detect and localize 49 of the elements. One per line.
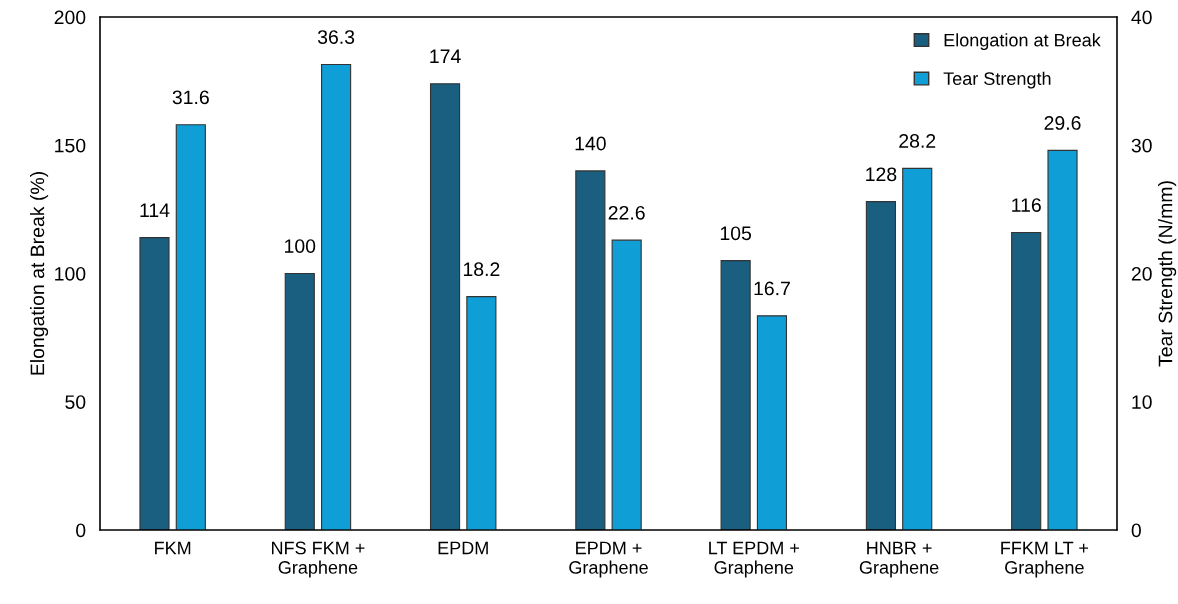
data-label: 100 bbox=[285, 239, 316, 253]
data-label: 16.7 bbox=[754, 281, 790, 296]
data-label: 128 bbox=[866, 167, 897, 182]
x-tick-label: NFS FKM + Graphene bbox=[272, 541, 365, 578]
y-axis-title: Elongation at Break (%) bbox=[29, 172, 49, 375]
bar bbox=[466, 296, 497, 530]
bar bbox=[1011, 231, 1042, 530]
y-tick-label: 200 bbox=[54, 10, 86, 25]
bar bbox=[575, 170, 606, 530]
x-tick-label: LT EPDM + Graphene bbox=[709, 541, 799, 578]
y2-axis-title: Tear Strength (N/mm) bbox=[1158, 181, 1177, 367]
bar bbox=[1047, 149, 1078, 530]
bar bbox=[175, 124, 206, 530]
y-tick-label: 100 bbox=[55, 266, 86, 281]
y-tick-label: 0 bbox=[76, 523, 86, 538]
y2-tick-label: 20 bbox=[1131, 266, 1152, 281]
legend-label: Elongation at Break bbox=[944, 33, 1101, 51]
data-label: 36.3 bbox=[317, 30, 355, 44]
data-label: 174 bbox=[430, 49, 461, 63]
bar bbox=[321, 63, 352, 530]
bar bbox=[720, 260, 751, 530]
bar bbox=[429, 83, 461, 530]
y2-tick-label: 40 bbox=[1131, 10, 1152, 25]
bar bbox=[139, 237, 170, 530]
data-label: 22.6 bbox=[608, 205, 645, 220]
bar bbox=[902, 167, 933, 530]
bar bbox=[756, 315, 788, 530]
y2-tick-label: 10 bbox=[1132, 395, 1152, 409]
bar bbox=[865, 201, 896, 530]
x-tick-label: FKM bbox=[155, 541, 191, 555]
x-tick-label: EPDM bbox=[438, 541, 488, 555]
data-label: 31.6 bbox=[172, 90, 209, 105]
legend-label: Tear Strength bbox=[943, 71, 1051, 89]
bar bbox=[284, 272, 315, 530]
y2-tick-label: 0 bbox=[1131, 523, 1141, 538]
data-label: 140 bbox=[575, 136, 606, 151]
data-label: 18.2 bbox=[463, 262, 500, 277]
data-label: 116 bbox=[1012, 198, 1041, 212]
data-label: 29.6 bbox=[1044, 116, 1081, 130]
y2-tick-label: 30 bbox=[1131, 138, 1152, 153]
x-tick-label: EPDM + Graphene bbox=[569, 541, 648, 578]
data-label: 105 bbox=[720, 226, 752, 241]
data-label: 114 bbox=[140, 203, 170, 217]
x-tick-label: FFKM LT + Graphene bbox=[1001, 541, 1089, 578]
x-tick-label: HNBR + Graphene bbox=[859, 541, 939, 578]
y-tick-label: 50 bbox=[65, 395, 86, 409]
data-label: 28.2 bbox=[899, 134, 936, 148]
y-tick-label: 150 bbox=[55, 138, 86, 153]
bar bbox=[611, 239, 642, 530]
